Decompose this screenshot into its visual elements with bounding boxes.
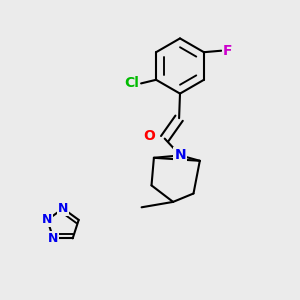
Text: N: N <box>175 148 186 162</box>
Text: N: N <box>42 213 52 226</box>
Text: Cl: Cl <box>124 76 139 90</box>
Text: N: N <box>48 232 58 245</box>
Text: O: O <box>143 129 155 143</box>
Text: F: F <box>223 44 233 58</box>
Text: N: N <box>58 202 68 215</box>
